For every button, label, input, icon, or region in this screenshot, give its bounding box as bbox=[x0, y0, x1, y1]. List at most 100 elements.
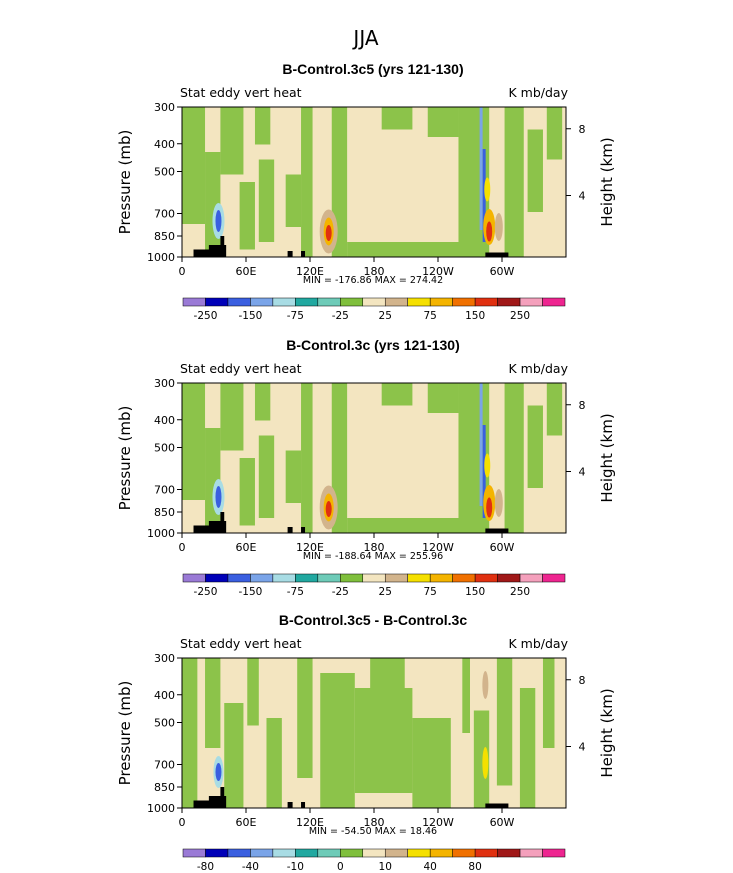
colorbar-swatch bbox=[205, 848, 229, 858]
colorbar-swatch bbox=[227, 573, 251, 583]
panel-title: B-Control.3c5 - B-Control.3c bbox=[279, 612, 467, 628]
topography-andes bbox=[485, 528, 509, 533]
colorbar-swatch bbox=[429, 573, 453, 583]
colorbar-label: -10 bbox=[287, 861, 304, 873]
y-tick-label: 400 bbox=[154, 414, 175, 427]
colorbar-swatch bbox=[452, 573, 476, 583]
colorbar-swatch bbox=[227, 848, 251, 858]
panel-title: B-Control.3c (yrs 121-130) bbox=[286, 337, 460, 353]
panel-stats: MIN = -54.50 MAX = 18.46 bbox=[309, 826, 437, 837]
colorbar-swatch bbox=[340, 573, 364, 583]
panel-right-label: K mb/day bbox=[509, 361, 569, 376]
colorbar-label: 40 bbox=[423, 861, 436, 873]
contour-band-lightblue bbox=[479, 383, 483, 506]
colorbar-swatch bbox=[452, 848, 476, 858]
contour-band-green bbox=[496, 658, 513, 786]
contour-band-blue bbox=[215, 210, 222, 232]
contour-band-green bbox=[347, 518, 463, 533]
y-tick-label: 700 bbox=[154, 759, 175, 772]
y2-tick-label: 8 bbox=[579, 123, 586, 136]
contour-band-green bbox=[247, 658, 259, 726]
y2-tick-label: 8 bbox=[579, 399, 586, 412]
contour-band-green bbox=[354, 688, 413, 793]
topography-andes bbox=[485, 252, 509, 257]
colorbar-swatch bbox=[295, 848, 319, 858]
y2-axis-label: Height (km) bbox=[598, 137, 616, 226]
x-tick-label: 60E bbox=[236, 265, 257, 278]
colorbar-swatch bbox=[407, 297, 431, 307]
topography-andes bbox=[485, 803, 509, 808]
colorbar-swatch bbox=[542, 573, 566, 583]
y-tick-label: 500 bbox=[154, 442, 175, 455]
colorbar-swatch bbox=[497, 848, 521, 858]
colorbar-swatch bbox=[227, 297, 251, 307]
colorbar-swatch bbox=[407, 848, 431, 858]
x-tick-label: 120W bbox=[422, 541, 454, 554]
contour-band-yellow bbox=[484, 177, 491, 202]
colorbar-swatch bbox=[474, 848, 498, 858]
panel-1: B-Control.3c5 (yrs 121-130) Stat eddy ver… bbox=[116, 61, 616, 322]
contour-band-tan bbox=[494, 213, 503, 241]
topography-islands bbox=[301, 527, 306, 533]
contour-band-green bbox=[320, 673, 355, 808]
colorbar-label: 0 bbox=[337, 861, 344, 873]
contour-band-green bbox=[527, 405, 543, 488]
y2-tick-label: 8 bbox=[579, 674, 586, 687]
colorbar-label: -25 bbox=[332, 586, 349, 598]
colorbar-swatch bbox=[317, 848, 341, 858]
x-tick-label: 0 bbox=[179, 265, 186, 278]
contour-band-green bbox=[239, 182, 255, 250]
y-tick-label: 1000 bbox=[147, 802, 175, 815]
contour-band-green bbox=[301, 383, 313, 533]
colorbar-swatch bbox=[452, 297, 476, 307]
contour-band-green bbox=[546, 383, 563, 436]
x-tick-label: 120E bbox=[296, 265, 324, 278]
contour-band-green bbox=[542, 658, 555, 748]
contour-band-green bbox=[239, 458, 255, 526]
y-axis-label: Pressure (mb) bbox=[116, 130, 134, 235]
contour-band-green bbox=[473, 710, 490, 808]
panel-title: B-Control.3c5 (yrs 121-130) bbox=[282, 61, 463, 77]
colorbar-label: 150 bbox=[465, 310, 485, 322]
x-tick-label: 120W bbox=[422, 265, 454, 278]
colorbar-label: -250 bbox=[194, 310, 218, 322]
colorbar-swatch bbox=[474, 297, 498, 307]
y-tick-label: 700 bbox=[154, 208, 175, 221]
y-tick-label: 700 bbox=[154, 484, 175, 497]
colorbar-swatch bbox=[272, 848, 296, 858]
x-tick-label: 120E bbox=[296, 541, 324, 554]
colorbar-label: 10 bbox=[379, 861, 392, 873]
x-tick-label: 60E bbox=[236, 541, 257, 554]
colorbar-swatch bbox=[272, 573, 296, 583]
contour-band-lightblue bbox=[479, 107, 483, 230]
colorbar-swatch bbox=[317, 573, 341, 583]
topography-islands bbox=[287, 802, 293, 808]
contour-band-green bbox=[504, 383, 524, 533]
contour-band-green bbox=[527, 129, 543, 212]
contour-band-green bbox=[297, 658, 313, 778]
colorbar-swatch bbox=[542, 297, 566, 307]
colorbar-swatch bbox=[497, 573, 521, 583]
x-tick-label: 120W bbox=[422, 816, 454, 829]
colorbar-label: -250 bbox=[194, 586, 218, 598]
colorbar-swatch bbox=[250, 297, 274, 307]
contour-band-green bbox=[224, 703, 244, 808]
y-tick-label: 500 bbox=[154, 717, 175, 730]
x-tick-label: 60W bbox=[490, 816, 515, 829]
contour-band-green bbox=[427, 107, 459, 137]
panel-2: B-Control.3c (yrs 121-130) Stat eddy vert… bbox=[116, 337, 616, 598]
y-tick-label: 400 bbox=[154, 689, 175, 702]
panel-stats: MIN = -188.64 MAX = 255.96 bbox=[303, 551, 443, 562]
contour-band-red bbox=[325, 501, 332, 517]
y2-tick-label: 4 bbox=[579, 466, 586, 479]
colorbar-swatch bbox=[429, 297, 453, 307]
colorbar-swatch bbox=[384, 297, 408, 307]
y2-tick-label: 4 bbox=[579, 741, 586, 754]
colorbar-swatch bbox=[250, 573, 274, 583]
contour-band-green bbox=[254, 383, 271, 421]
colorbar-swatch bbox=[384, 573, 408, 583]
colorbar-label: 25 bbox=[379, 586, 392, 598]
contour-band-red bbox=[486, 497, 493, 518]
contour-band-yellow bbox=[482, 747, 489, 779]
y-tick-label: 400 bbox=[154, 138, 175, 151]
